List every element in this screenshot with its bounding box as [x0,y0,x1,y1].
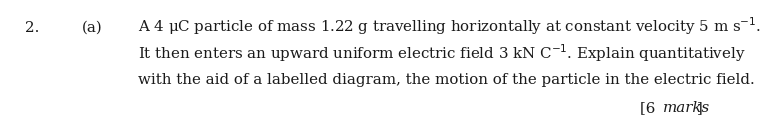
Text: (a): (a) [82,21,103,35]
Text: It then enters an upward uniform electric field 3 kN C$^{-1}$. Explain quantitat: It then enters an upward uniform electri… [138,42,745,64]
Text: 2.: 2. [25,21,39,35]
Text: ]: ] [697,101,702,115]
Text: with the aid of a labelled diagram, the motion of the particle in the electric f: with the aid of a labelled diagram, the … [138,73,755,87]
Text: [6: [6 [640,101,663,115]
Text: marks: marks [663,101,710,115]
Text: A 4 μC particle of mass 1.22 g travelling horizontally at constant velocity 5 m : A 4 μC particle of mass 1.22 g travellin… [138,15,761,37]
